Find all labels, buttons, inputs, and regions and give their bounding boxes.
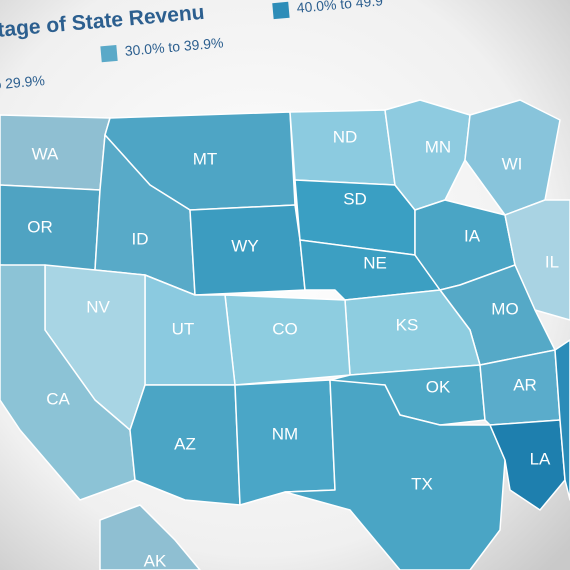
state	[384, 99, 471, 211]
state-label: MN	[425, 137, 451, 156]
state-label: SD	[343, 189, 367, 208]
state-label: MT	[193, 149, 218, 168]
state-label: OR	[27, 217, 53, 236]
state-label: MO	[491, 299, 518, 318]
state-label: CA	[46, 389, 70, 408]
state-label: NM	[272, 424, 298, 443]
state	[99, 504, 201, 570]
state-label: ID	[132, 229, 149, 248]
states: WA OR MT ID WY ND SD NE MN IA WI IL MO KS CO UT NV CA AZ NM…	[0, 99, 570, 570]
state-label: OK	[426, 377, 451, 396]
state-label: NE	[363, 253, 387, 272]
state-label: WI	[502, 154, 523, 173]
state-label: AZ	[174, 434, 196, 453]
state-label: IA	[464, 226, 481, 245]
state	[284, 379, 506, 570]
state	[289, 109, 396, 186]
state-label: NV	[86, 297, 110, 316]
state-label: LA	[530, 449, 551, 468]
state-label: AK	[144, 551, 167, 570]
state-label: AR	[513, 375, 537, 394]
legend-label: % to 29.9%	[0, 72, 45, 94]
state-label: CO	[272, 319, 298, 338]
state-label: WY	[231, 236, 258, 255]
state-label: KS	[396, 315, 419, 334]
state-label: UT	[172, 319, 195, 338]
state-label: ND	[333, 127, 358, 146]
legend-swatch	[100, 44, 118, 63]
state-edge	[554, 339, 570, 501]
state-label: TX	[411, 474, 433, 493]
state-label: IL	[545, 252, 559, 271]
state	[224, 294, 351, 386]
state-label: WA	[32, 144, 59, 163]
legend-swatch	[272, 1, 290, 20]
